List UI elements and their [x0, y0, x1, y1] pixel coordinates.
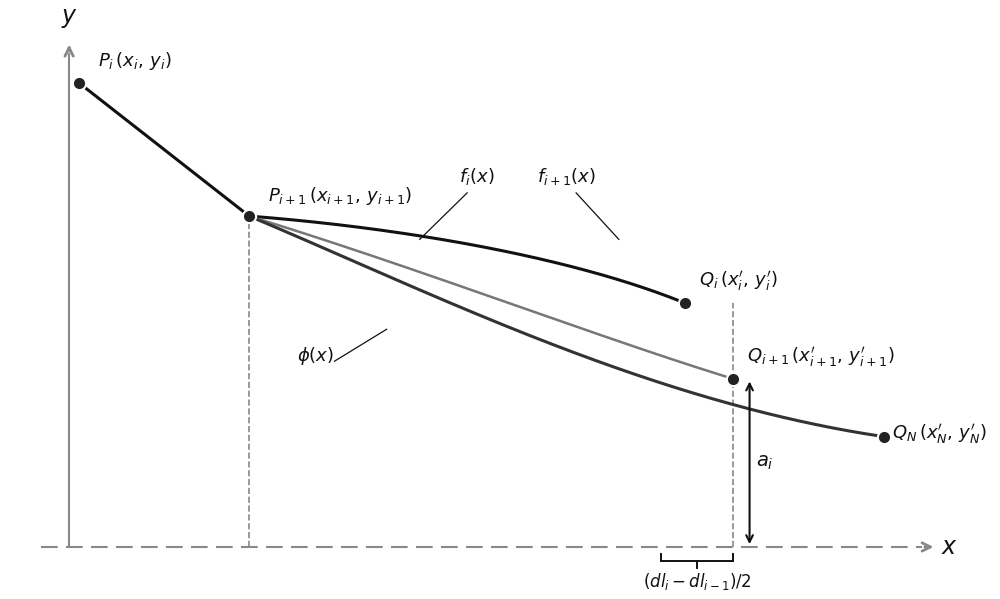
Text: $P_{i+1}\,(x_{i+1},\,y_{i+1})$: $P_{i+1}\,(x_{i+1},\,y_{i+1})$ — [268, 186, 412, 207]
Text: $y$: $y$ — [61, 7, 78, 31]
Text: $a_i$: $a_i$ — [756, 453, 774, 472]
Text: $Q_N\,(x_N^{\prime},\,y_N^{\prime})$: $Q_N\,(x_N^{\prime},\,y_N^{\prime})$ — [892, 422, 987, 446]
Text: $Q_{i+1}\,(x_{i+1}^{\prime},\,y_{i+1}^{\prime})$: $Q_{i+1}\,(x_{i+1}^{\prime},\,y_{i+1}^{\… — [747, 346, 894, 370]
Text: $f_i(x)$: $f_i(x)$ — [459, 166, 494, 187]
Text: $f_{i+1}(x)$: $f_{i+1}(x)$ — [537, 166, 596, 187]
Text: $(dl_i - dl_{i-1})/2$: $(dl_i - dl_{i-1})/2$ — [643, 570, 751, 592]
Text: $Q_i\,(x_i^{\prime},\,y_i^{\prime})$: $Q_i\,(x_i^{\prime},\,y_i^{\prime})$ — [699, 270, 778, 295]
Text: $x$: $x$ — [941, 535, 958, 559]
Text: $\phi(x)$: $\phi(x)$ — [297, 345, 334, 367]
Text: $P_i\,(x_i,\,y_i)$: $P_i\,(x_i,\,y_i)$ — [98, 50, 171, 72]
